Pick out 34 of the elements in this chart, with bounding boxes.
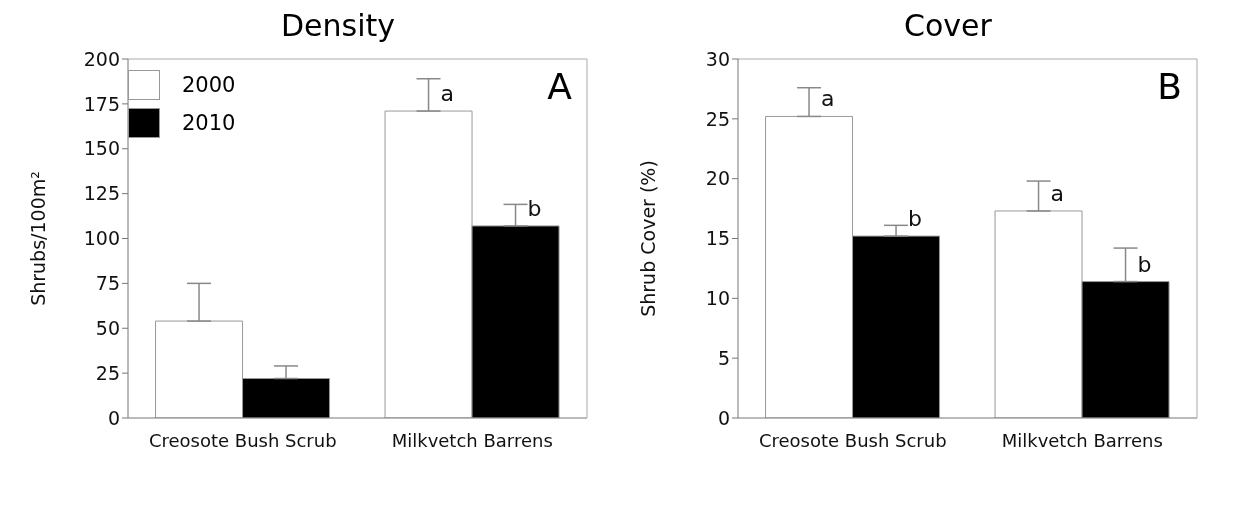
chart-title: Cover — [903, 8, 993, 45]
y-tick-label: 200 — [83, 47, 120, 70]
y-tick-label: 0 — [107, 406, 120, 429]
data-label: a — [1050, 180, 1065, 206]
y-tick-label: 75 — [95, 272, 120, 295]
y-tick-label: 5 — [717, 346, 730, 369]
data-label: b — [1137, 251, 1152, 277]
y-tick-label: 10 — [705, 287, 730, 310]
x-tick-label: Creosote Bush Scrub — [758, 429, 947, 451]
annotation: B — [1157, 66, 1182, 107]
x-tick-label: Milkvetch Barrens — [1001, 429, 1163, 451]
y-tick-label: 175 — [83, 92, 120, 115]
y-tick-label: 25 — [705, 107, 730, 130]
legend-label: 2010 — [182, 111, 236, 135]
data-label: b — [908, 206, 923, 232]
y-tick-label: 0 — [717, 406, 730, 429]
annotation: A — [547, 66, 572, 107]
y-tick-label: 30 — [705, 47, 730, 70]
y-tick-label: 50 — [95, 316, 120, 339]
data-label: a — [440, 81, 455, 107]
data-label: b — [527, 195, 542, 221]
y-tick-label: 20 — [705, 167, 730, 190]
y-tick-label: 125 — [83, 182, 120, 205]
y-axis-title: Shrubs/100m² — [26, 171, 49, 306]
x-tick-label: Creosote Bush Scrub — [148, 429, 337, 451]
legend-label: 2000 — [182, 73, 236, 97]
data-label: a — [821, 86, 835, 112]
y-tick-label: 25 — [95, 361, 120, 384]
y-tick-label: 150 — [83, 137, 120, 160]
y-tick-label: 15 — [705, 227, 730, 250]
x-tick-label: Milkvetch Barrens — [391, 429, 553, 451]
y-axis-title: Shrub Cover (%) — [636, 160, 659, 317]
chart-title: Density — [279, 8, 397, 45]
y-tick-label: 100 — [83, 227, 120, 250]
